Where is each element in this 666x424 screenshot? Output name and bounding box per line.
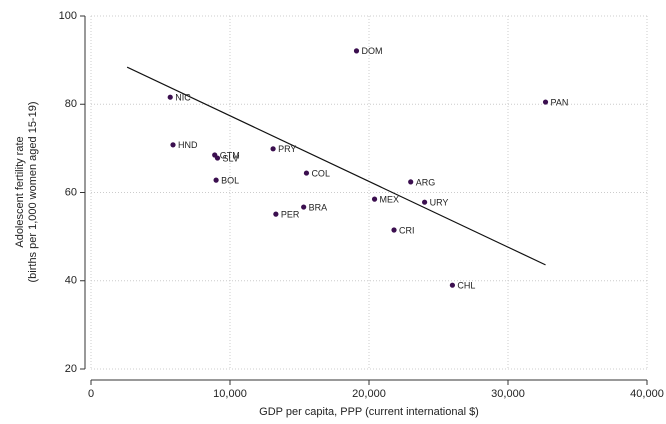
y-axis-label: Adolescent fertility rate — [14, 136, 26, 247]
point-label: PAN — [551, 97, 569, 107]
point — [301, 204, 307, 210]
point-label: GTM — [220, 150, 240, 160]
point — [422, 199, 428, 205]
y-tick-label: 60 — [65, 186, 77, 198]
y-tick-label: 80 — [65, 98, 77, 110]
point-label: MEX — [380, 194, 400, 204]
point — [391, 227, 397, 233]
y-tick-label: 20 — [65, 363, 77, 375]
point-label: BRA — [309, 202, 328, 212]
point — [353, 48, 360, 54]
point — [371, 196, 378, 202]
point-label: NIC — [175, 93, 191, 103]
point — [214, 155, 221, 161]
point — [273, 211, 279, 217]
point-label: CRI — [399, 225, 415, 235]
point-label: DOM — [361, 46, 382, 56]
point — [408, 179, 414, 185]
point-label: SLV — [222, 153, 238, 163]
point — [303, 170, 310, 176]
point — [449, 282, 455, 288]
point — [167, 94, 173, 100]
x-tick-label: 40,000 — [630, 388, 664, 400]
y-tick-label: 40 — [65, 275, 77, 287]
x-tick-label: 0 — [88, 388, 94, 400]
y-axis-label: (births per 1,000 women aged 15-19) — [27, 102, 39, 283]
y-tick-label: 100 — [59, 10, 77, 22]
point-label: HND — [178, 140, 198, 150]
x-tick-label: 10,000 — [213, 388, 247, 400]
point-label: PRY — [278, 144, 296, 154]
x-tick-label: 30,000 — [491, 388, 525, 400]
x-tick-label: 20,000 — [352, 388, 386, 400]
point-label: PER — [281, 209, 300, 219]
point-label: ARG — [416, 177, 436, 187]
point — [542, 99, 549, 105]
point-label: COL — [311, 168, 330, 178]
x-axis-label: GDP per capita, PPP (current internation… — [259, 406, 479, 418]
point — [270, 146, 276, 152]
point — [170, 142, 176, 148]
point-label: CHL — [457, 281, 475, 291]
point-label: BOL — [221, 176, 239, 186]
point-label: URY — [430, 198, 449, 208]
fit-line — [126, 66, 546, 266]
point — [213, 177, 219, 183]
